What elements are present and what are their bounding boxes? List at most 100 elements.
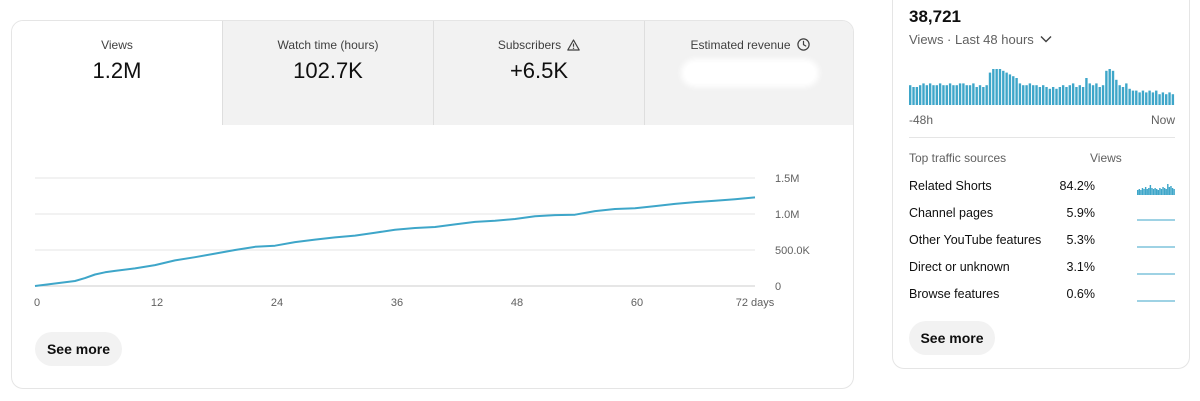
traffic-row: Channel pages 5.9% xyxy=(909,204,1175,222)
see-more-button[interactable]: See more xyxy=(35,332,122,366)
x-tick-label: 48 xyxy=(511,297,523,309)
traffic-source-percent: 0.6% xyxy=(1066,287,1096,301)
sparkline-bar xyxy=(1167,184,1169,195)
y-tick-label: 1.0M xyxy=(775,209,799,221)
realtime-bar xyxy=(1125,83,1128,105)
realtime-bar xyxy=(1081,87,1085,105)
realtime-bar xyxy=(938,83,942,105)
realtime-bar xyxy=(1135,90,1138,105)
realtime-bar xyxy=(1111,70,1115,105)
realtime-bar xyxy=(1068,85,1071,105)
realtime-bar xyxy=(968,85,972,105)
warning-triangle-icon[interactable] xyxy=(567,39,580,54)
realtime-bar xyxy=(972,83,975,105)
sparkline-bar xyxy=(1160,189,1163,195)
traffic-row: Browse features 0.6% xyxy=(909,285,1175,303)
sparkline-bar xyxy=(1152,189,1155,195)
realtime-bar xyxy=(1012,76,1015,105)
realtime-bar xyxy=(1145,92,1148,105)
x-tick-label: 12 xyxy=(151,297,163,309)
realtime-bar xyxy=(1018,83,1022,105)
realtime-bar xyxy=(1042,85,1045,105)
clock-icon[interactable] xyxy=(796,38,810,54)
metric-tabs: Views 1.2M Watch time (hours) 102.7K Sub… xyxy=(12,21,853,125)
sparkline-bar xyxy=(1165,189,1167,195)
realtime-bar xyxy=(909,85,912,105)
y-tick-label: 1.5M xyxy=(775,173,799,185)
divider xyxy=(909,137,1175,138)
realtime-bar xyxy=(995,69,998,105)
realtime-axis-start: -48h xyxy=(909,113,934,127)
realtime-subtitle: Views · Last 48 hours xyxy=(909,32,1034,47)
traffic-source-name: Related Shorts xyxy=(909,179,992,193)
traffic-source-percent: 5.3% xyxy=(1066,233,1096,247)
realtime-bar xyxy=(1038,87,1042,105)
traffic-source-name: Other YouTube features xyxy=(909,233,1042,247)
realtime-bar xyxy=(932,85,935,105)
sparkline-bar xyxy=(1144,187,1147,195)
realtime-axis-end: Now xyxy=(1150,113,1175,127)
realtime-bar xyxy=(1061,85,1065,105)
realtime-bar xyxy=(1075,87,1078,105)
views-series-line xyxy=(34,196,756,287)
realtime-bar xyxy=(978,85,982,105)
tab-revenue-label-wrap: Estimated revenue xyxy=(645,38,853,54)
sparkline-bar xyxy=(1154,188,1156,195)
traffic-sources-header: Top traffic sources Views xyxy=(909,151,1175,167)
realtime-bar xyxy=(1108,69,1111,105)
realtime-bar xyxy=(1155,90,1158,105)
x-tick-label: 0 xyxy=(34,297,40,309)
realtime-bar xyxy=(1121,87,1125,105)
traffic-sparkline xyxy=(1137,184,1175,195)
realtime-bar xyxy=(935,85,938,105)
sparkline-bar xyxy=(1156,189,1158,195)
tab-subscribers-label: Subscribers xyxy=(497,38,562,52)
chevron-down-icon xyxy=(1040,31,1052,46)
realtime-bar xyxy=(928,83,932,105)
realtime-bar xyxy=(1165,94,1168,105)
traffic-source-percent: 5.9% xyxy=(1066,206,1096,220)
realtime-bar xyxy=(955,85,958,105)
tab-watch-time-value: 102.7K xyxy=(293,58,363,83)
tab-watch-time[interactable]: Watch time (hours) 102.7K xyxy=(222,21,433,125)
realtime-bar xyxy=(925,85,929,105)
sparkline-bar xyxy=(1137,190,1139,195)
views-line-chart: 0 500.0K 1.0M 1.5M 0 12 24 36 48 60 72 days xyxy=(34,173,811,309)
realtime-bar xyxy=(1002,70,1005,105)
realtime-bar xyxy=(1071,83,1075,105)
sparkline-bar xyxy=(1149,185,1152,195)
tab-views[interactable]: Views 1.2M xyxy=(12,21,222,125)
realtime-bar xyxy=(1148,90,1151,105)
realtime-bar xyxy=(1008,74,1012,105)
traffic-source-name: Channel pages xyxy=(909,206,994,220)
tab-subscribers-value: +6.5K xyxy=(509,58,569,83)
traffic-source-name: Browse features xyxy=(909,287,1000,301)
realtime-period-dropdown[interactable]: Views · Last 48 hours xyxy=(909,31,1052,47)
tab-views-label: Views xyxy=(101,38,133,52)
tab-subscribers[interactable]: Subscribers +6.5K xyxy=(433,21,644,125)
realtime-bar xyxy=(945,85,948,105)
x-tick-label: 24 xyxy=(271,297,283,309)
realtime-bar xyxy=(992,69,995,105)
realtime-bar xyxy=(1022,85,1025,105)
realtime-bar xyxy=(1028,83,1032,105)
realtime-bar xyxy=(975,87,978,105)
realtime-bar xyxy=(1171,94,1175,105)
sparkline-bar xyxy=(1163,188,1166,195)
sparkline-bar xyxy=(1170,186,1172,195)
realtime-bar xyxy=(1065,87,1068,105)
realtime-bar xyxy=(1128,88,1131,105)
realtime-bar xyxy=(998,69,1002,105)
realtime-bar xyxy=(1005,72,1008,105)
tab-estimated-revenue[interactable]: Estimated revenue xyxy=(644,21,853,125)
realtime-bar xyxy=(1105,70,1108,105)
realtime-bar xyxy=(1091,85,1095,105)
realtime-bar xyxy=(985,85,988,105)
see-more-button[interactable]: See more xyxy=(909,321,995,355)
x-tick-label: 72 days xyxy=(736,297,775,309)
realtime-bar xyxy=(1048,88,1052,105)
sparkline-bar xyxy=(1171,188,1174,195)
realtime-bar xyxy=(1095,83,1098,105)
realtime-bar xyxy=(1098,87,1101,105)
realtime-bar xyxy=(982,87,985,105)
